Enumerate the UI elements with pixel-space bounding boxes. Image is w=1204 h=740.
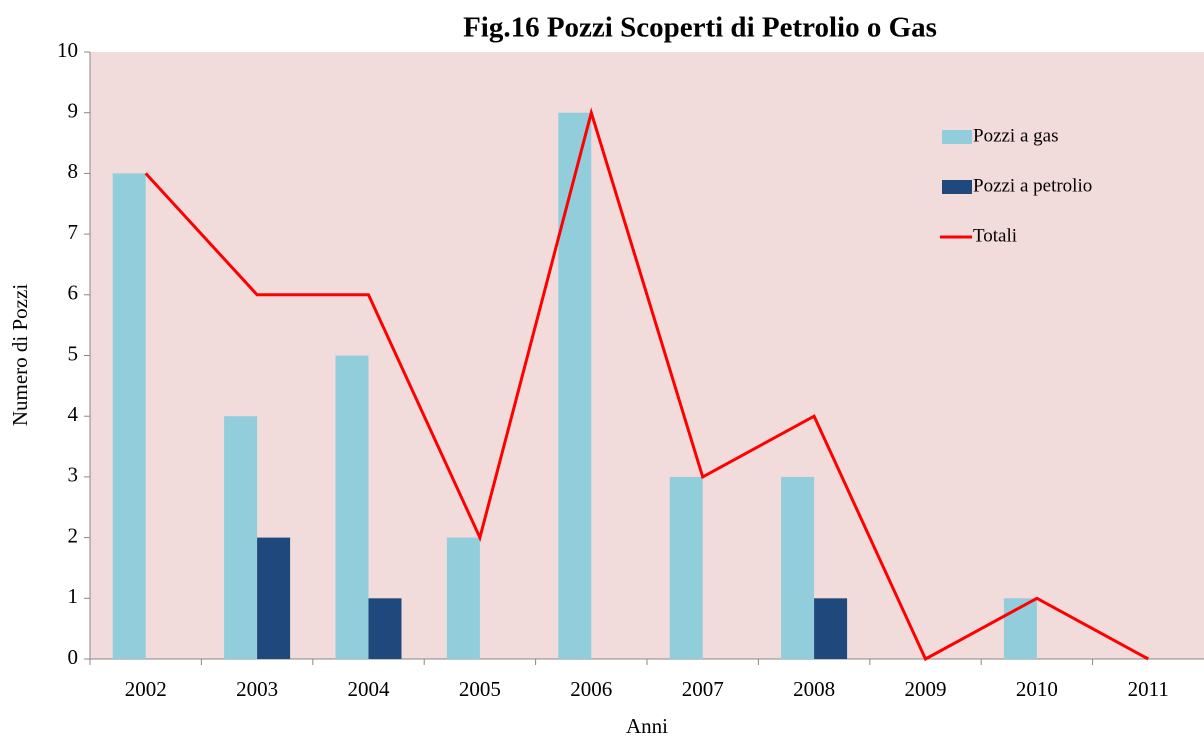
y-tick-label: 6 [68,281,79,305]
legend-label: Pozzi a gas [973,125,1058,146]
y-tick-label: 3 [68,463,79,487]
x-axis-label: Anni [626,714,668,738]
x-tick-label: 2006 [570,677,612,701]
y-tick-label: 4 [68,402,79,426]
bar [814,598,848,659]
bar [781,476,815,659]
x-tick-label: 2011 [1128,677,1169,701]
bar [112,173,146,659]
bar [257,537,291,659]
legend-swatch [942,180,972,194]
x-tick-label: 2010 [1016,677,1058,701]
y-tick-label: 10 [57,38,78,62]
bar [368,598,402,659]
bar [669,476,703,659]
y-tick-label: 5 [68,341,79,365]
y-tick-label: 9 [68,99,79,123]
x-tick-label: 2003 [236,677,278,701]
legend-label: Pozzi a petrolio [973,175,1092,196]
bar [558,112,592,659]
bar [224,416,258,659]
line [144,107,1150,662]
y-tick-label: 7 [68,220,79,244]
y-tick-label: 8 [68,159,79,183]
legend-swatch [942,130,972,144]
x-tick-label: 2005 [459,677,501,701]
legend-label: Totali [973,225,1017,246]
bar [446,537,480,659]
x-tick-label: 2007 [682,677,724,701]
y-tick-label: 2 [68,523,79,547]
x-tick-label: 2008 [793,677,835,701]
y-tick-label: 0 [68,645,79,669]
chart-title: Fig.16 Pozzi Scoperti di Petrolio o Gas [463,12,937,44]
x-tick-label: 2009 [905,677,947,701]
x-tick-label: 2004 [348,677,391,701]
y-tick-label: 1 [68,584,79,608]
bar [335,355,369,659]
y-axis-label: Numero di Pozzi [8,284,32,426]
x-tick-label: 2002 [125,677,167,701]
